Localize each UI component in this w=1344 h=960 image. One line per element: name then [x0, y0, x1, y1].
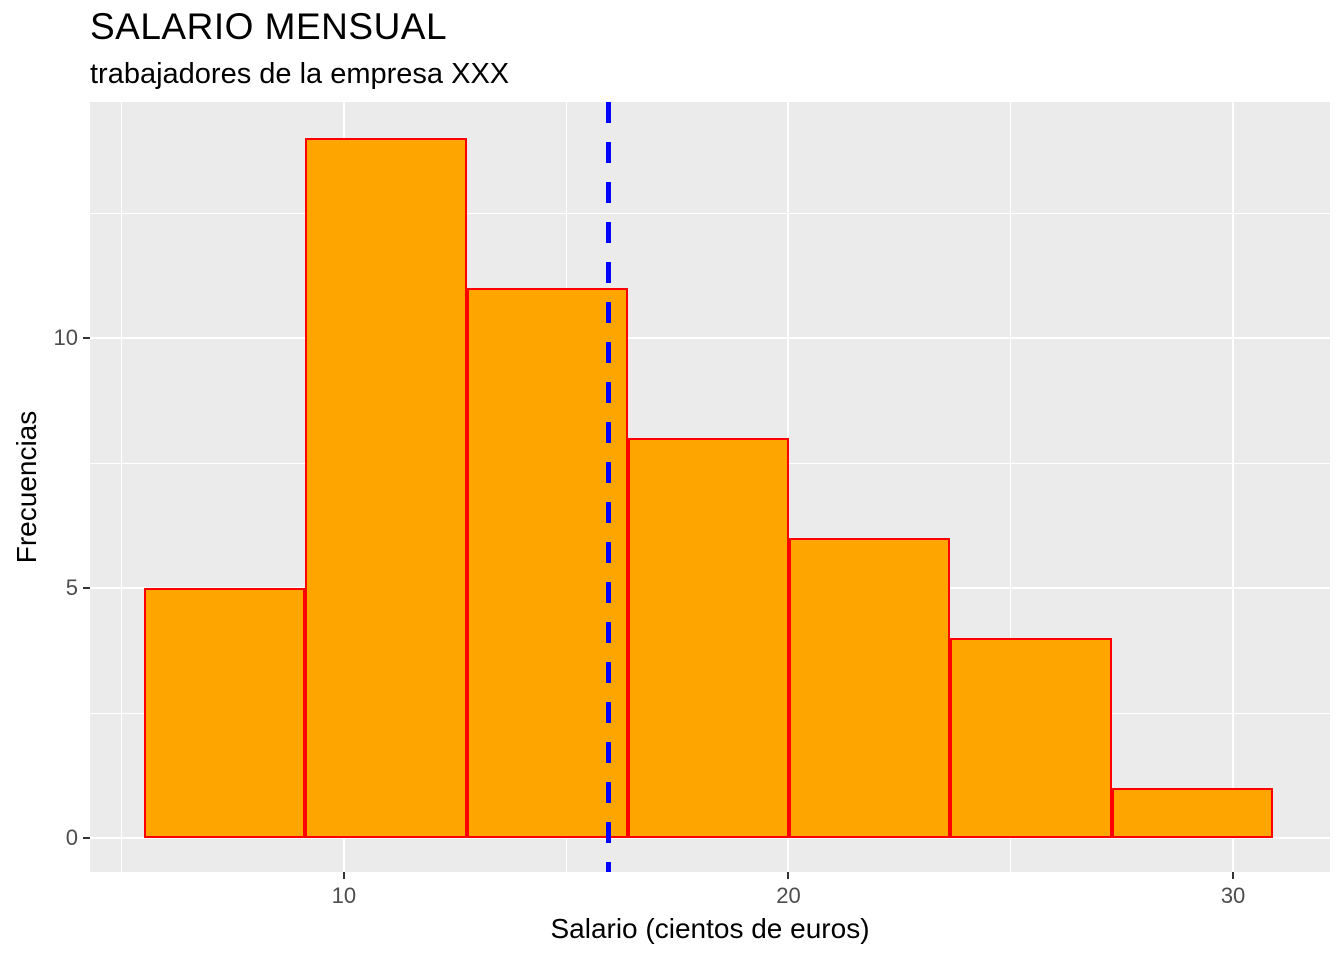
plot-subtitle: trabajadores de la empresa XXX: [90, 58, 510, 90]
histogram-bar: [143, 588, 306, 838]
y-axis-tick: [83, 337, 90, 339]
histogram-bar: [305, 138, 467, 838]
y-minor-gridline: [90, 212, 1330, 214]
mean-dashed-line: [606, 102, 612, 872]
histogram-bar: [627, 438, 789, 838]
x-axis-tick: [342, 872, 345, 879]
x-tick-label: 30: [1220, 883, 1246, 908]
y-axis-tick: [83, 837, 90, 839]
x-tick-label: 10: [331, 883, 357, 908]
y-axis-title: Frecuencias: [11, 410, 42, 564]
y-tick-label: 10: [53, 325, 78, 350]
histogram-bar: [1111, 788, 1274, 838]
x-tick-label: 20: [776, 883, 801, 908]
plot-title: SALARIO MENSUAL: [90, 6, 448, 47]
y-axis-tick: [83, 587, 90, 589]
y-major-gridline: [90, 837, 1330, 839]
x-minor-gridline: [121, 102, 123, 872]
y-tick-label: 0: [65, 825, 78, 850]
x-major-gridline: [1232, 102, 1235, 872]
x-minor-gridline: [1010, 102, 1012, 872]
histogram-bar: [466, 288, 628, 838]
x-axis-tick: [787, 872, 790, 879]
plot-panel: [90, 102, 1330, 872]
x-axis-title: Salario (cientos de euros): [550, 913, 870, 944]
y-major-gridline: [90, 337, 1330, 339]
x-axis-tick: [1232, 872, 1235, 879]
histogram-bar: [788, 538, 951, 838]
y-tick-label: 5: [65, 575, 78, 600]
histogram-bar: [950, 638, 1112, 838]
